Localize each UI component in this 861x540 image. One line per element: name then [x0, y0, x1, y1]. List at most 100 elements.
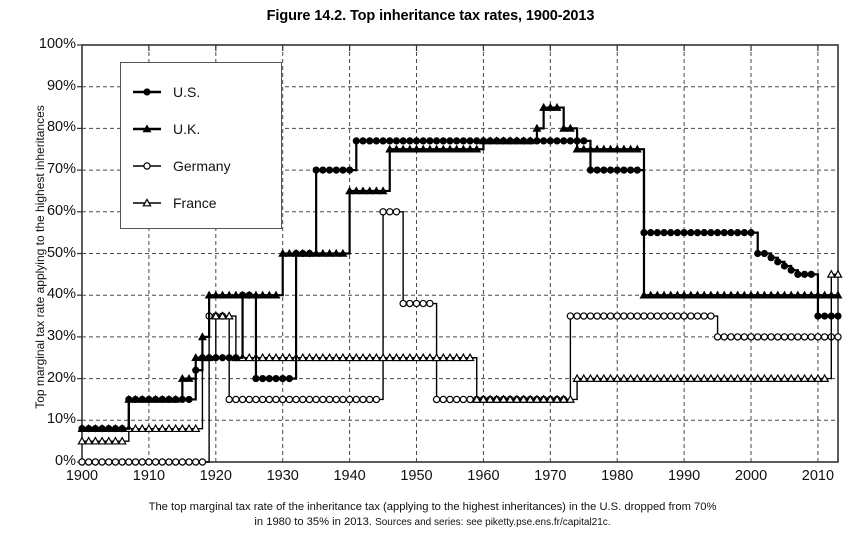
legend-item-us[interactable]: U.S. [121, 77, 281, 107]
data-point-marker [264, 290, 274, 299]
data-point-marker [225, 395, 233, 404]
legend-marker [143, 88, 151, 96]
y-tick-label: 70% [46, 161, 76, 178]
data-point-marker [713, 290, 723, 299]
data-point-marker [720, 229, 728, 237]
data-point-marker [459, 395, 468, 404]
data-point-marker [445, 144, 455, 153]
data-point-marker [110, 436, 121, 445]
figure-caption: The top marginal tax rate of the inherit… [60, 500, 805, 530]
data-point-marker [244, 352, 254, 362]
data-point-marker [760, 333, 769, 341]
data-point-marker [686, 373, 696, 383]
data-point-marker [660, 312, 668, 320]
data-point-marker [111, 425, 120, 433]
data-point-marker [298, 352, 308, 362]
data-point-marker [479, 137, 488, 145]
data-point-marker [331, 352, 341, 362]
data-point-marker [117, 436, 127, 445]
data-point-marker [198, 458, 207, 466]
data-point-marker [833, 269, 843, 278]
data-point-marker [580, 312, 588, 320]
data-point-marker [486, 137, 494, 145]
data-point-marker [426, 137, 434, 145]
data-point-marker [145, 395, 153, 404]
data-point-marker [271, 352, 281, 362]
data-point-marker [579, 373, 589, 383]
data-point-marker [833, 290, 843, 299]
data-point-marker [432, 137, 441, 145]
data-point-marker [632, 373, 642, 383]
data-point-marker [238, 395, 247, 404]
legend-item-uk[interactable]: U.K. [121, 114, 281, 144]
data-point-marker [780, 333, 789, 341]
data-point-marker [378, 186, 388, 195]
data-point-marker [151, 395, 160, 404]
data-point-marker [679, 373, 689, 383]
data-point-marker [346, 166, 354, 174]
x-tick-label: 2000 [734, 468, 768, 484]
data-point-marker [706, 290, 716, 299]
data-point-marker [385, 352, 395, 362]
data-point-marker [753, 290, 763, 299]
data-point-marker [686, 290, 696, 299]
data-point-marker [311, 352, 321, 362]
data-point-marker [719, 290, 729, 299]
data-point-marker [292, 249, 300, 258]
data-point-marker [431, 352, 442, 362]
data-point-marker [800, 333, 809, 341]
data-point-marker [345, 186, 355, 195]
data-point-marker [633, 166, 641, 174]
x-tick-label: 1960 [467, 468, 500, 484]
legend-item-germany[interactable]: Germany [121, 151, 281, 181]
data-point-marker [278, 248, 288, 257]
data-point-marker [458, 352, 468, 362]
data-point-marker [639, 373, 649, 383]
data-point-marker [620, 166, 628, 174]
data-point-marker [465, 352, 475, 362]
data-point-marker [419, 137, 427, 145]
data-point-marker [438, 352, 448, 362]
data-point-marker [331, 248, 341, 257]
data-point-marker [660, 229, 668, 237]
data-point-marker [366, 137, 374, 145]
data-point-marker [472, 394, 482, 403]
data-point-marker [633, 312, 641, 320]
legend-item-france[interactable]: France [121, 188, 281, 218]
data-point-marker [707, 312, 715, 320]
data-point-marker [774, 258, 782, 266]
data-point-marker [90, 436, 101, 445]
y-tick-label: 40% [46, 286, 76, 303]
data-point-marker [687, 229, 695, 237]
data-point-marker [258, 352, 268, 362]
data-point-marker [426, 299, 434, 308]
data-point-marker [794, 270, 802, 278]
data-point-marker [813, 373, 823, 383]
data-point-marker [452, 352, 462, 362]
data-point-marker [411, 352, 422, 362]
data-point-marker [572, 373, 582, 383]
data-point-marker [278, 352, 288, 362]
data-point-marker [493, 137, 501, 145]
data-point-marker [606, 166, 615, 174]
data-point-marker [272, 375, 280, 383]
data-point-marker [713, 229, 722, 237]
data-point-marker [453, 137, 461, 145]
data-point-marker [807, 333, 815, 341]
data-point-marker [632, 144, 642, 153]
data-point-marker [192, 366, 200, 374]
data-point-marker [245, 395, 253, 404]
data-point-marker [359, 137, 367, 145]
data-point-marker [619, 373, 629, 383]
data-point-marker [540, 137, 548, 145]
data-point-marker [419, 299, 427, 308]
data-point-marker [318, 248, 328, 257]
data-point-marker [258, 395, 267, 404]
legend: U.S. U.K. Germany France [120, 62, 282, 229]
data-point-marker [142, 124, 152, 133]
x-tick-label: 1900 [65, 468, 99, 484]
data-point-marker [439, 137, 447, 145]
data-point-marker [111, 458, 120, 466]
data-point-marker [138, 458, 146, 466]
data-point-marker [625, 373, 636, 383]
